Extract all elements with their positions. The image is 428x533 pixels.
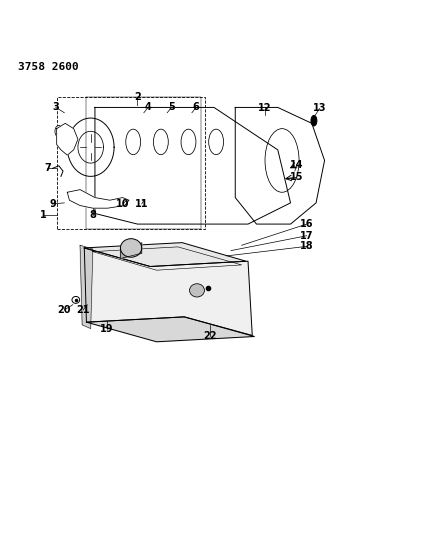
Ellipse shape bbox=[120, 239, 142, 257]
Text: 14: 14 bbox=[290, 160, 304, 169]
Ellipse shape bbox=[181, 129, 196, 155]
Text: 8: 8 bbox=[89, 209, 96, 220]
Text: 1: 1 bbox=[40, 209, 46, 220]
Ellipse shape bbox=[126, 129, 141, 155]
Text: 16: 16 bbox=[300, 219, 313, 229]
Ellipse shape bbox=[153, 129, 168, 155]
Text: 13: 13 bbox=[313, 103, 326, 114]
Ellipse shape bbox=[86, 296, 94, 303]
Text: 3758 2600: 3758 2600 bbox=[18, 62, 79, 72]
Text: 18: 18 bbox=[300, 241, 314, 252]
Text: 20: 20 bbox=[58, 305, 71, 315]
Polygon shape bbox=[67, 190, 129, 208]
Text: 6: 6 bbox=[193, 102, 199, 112]
Ellipse shape bbox=[55, 125, 62, 137]
Ellipse shape bbox=[72, 296, 80, 303]
Bar bbox=[56, 97, 205, 229]
Polygon shape bbox=[84, 243, 246, 266]
Polygon shape bbox=[120, 243, 142, 259]
Text: 4: 4 bbox=[145, 102, 152, 112]
Text: 19: 19 bbox=[100, 324, 113, 334]
Polygon shape bbox=[56, 123, 78, 155]
Text: 15: 15 bbox=[290, 172, 304, 182]
Ellipse shape bbox=[265, 128, 299, 192]
Ellipse shape bbox=[311, 115, 317, 126]
Text: 21: 21 bbox=[76, 305, 90, 315]
Text: 22: 22 bbox=[203, 332, 217, 342]
Text: 17: 17 bbox=[300, 231, 313, 241]
Text: 9: 9 bbox=[49, 199, 56, 209]
Ellipse shape bbox=[209, 129, 223, 155]
Text: 11: 11 bbox=[135, 199, 149, 209]
Text: 5: 5 bbox=[168, 102, 175, 112]
Polygon shape bbox=[86, 317, 254, 342]
Text: 12: 12 bbox=[258, 103, 272, 114]
Text: 10: 10 bbox=[116, 199, 129, 209]
Text: 2: 2 bbox=[134, 92, 141, 102]
Text: 3: 3 bbox=[53, 102, 59, 112]
Polygon shape bbox=[80, 245, 93, 328]
Polygon shape bbox=[84, 248, 252, 335]
Text: 7: 7 bbox=[44, 164, 51, 173]
Ellipse shape bbox=[190, 284, 205, 297]
